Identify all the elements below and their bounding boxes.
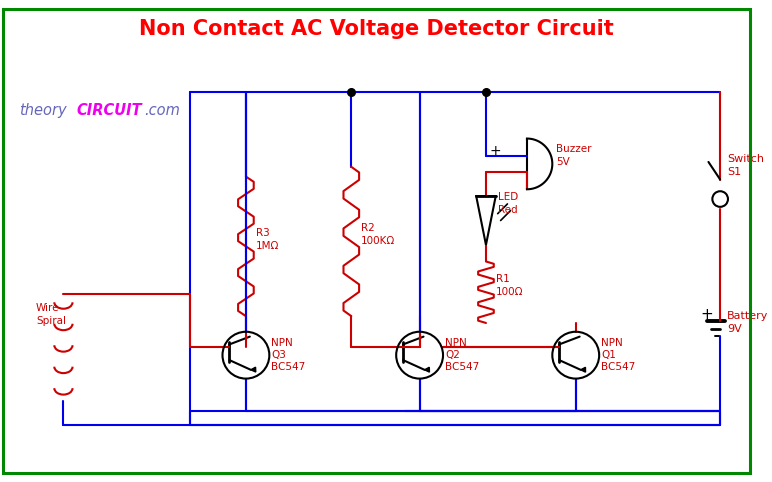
Text: R1
100Ω: R1 100Ω: [496, 274, 523, 296]
Text: R3
1MΩ: R3 1MΩ: [256, 228, 279, 251]
Text: Battery
9V: Battery 9V: [727, 311, 768, 334]
Text: Non Contact AC Voltage Detector Circuit: Non Contact AC Voltage Detector Circuit: [139, 19, 614, 40]
Polygon shape: [581, 367, 585, 372]
Text: Wire
Spiral: Wire Spiral: [36, 304, 66, 326]
Text: NPN
Q3
BC547: NPN Q3 BC547: [271, 337, 306, 373]
Text: CIRCUIT: CIRCUIT: [76, 104, 142, 119]
Text: Switch
S1: Switch S1: [727, 154, 764, 176]
Text: R2
100KΩ: R2 100KΩ: [361, 224, 395, 246]
Text: theory: theory: [19, 104, 67, 119]
Text: +: +: [701, 308, 713, 322]
Polygon shape: [251, 367, 256, 372]
Text: Buzzer
5V: Buzzer 5V: [557, 145, 591, 167]
Text: NPN
Q1
BC547: NPN Q1 BC547: [601, 337, 635, 373]
Text: .com: .com: [144, 104, 181, 119]
Text: +: +: [490, 145, 502, 159]
Text: LED
Red: LED Red: [498, 192, 518, 214]
Polygon shape: [425, 367, 429, 372]
Text: NPN
Q2
BC547: NPN Q2 BC547: [445, 337, 479, 373]
